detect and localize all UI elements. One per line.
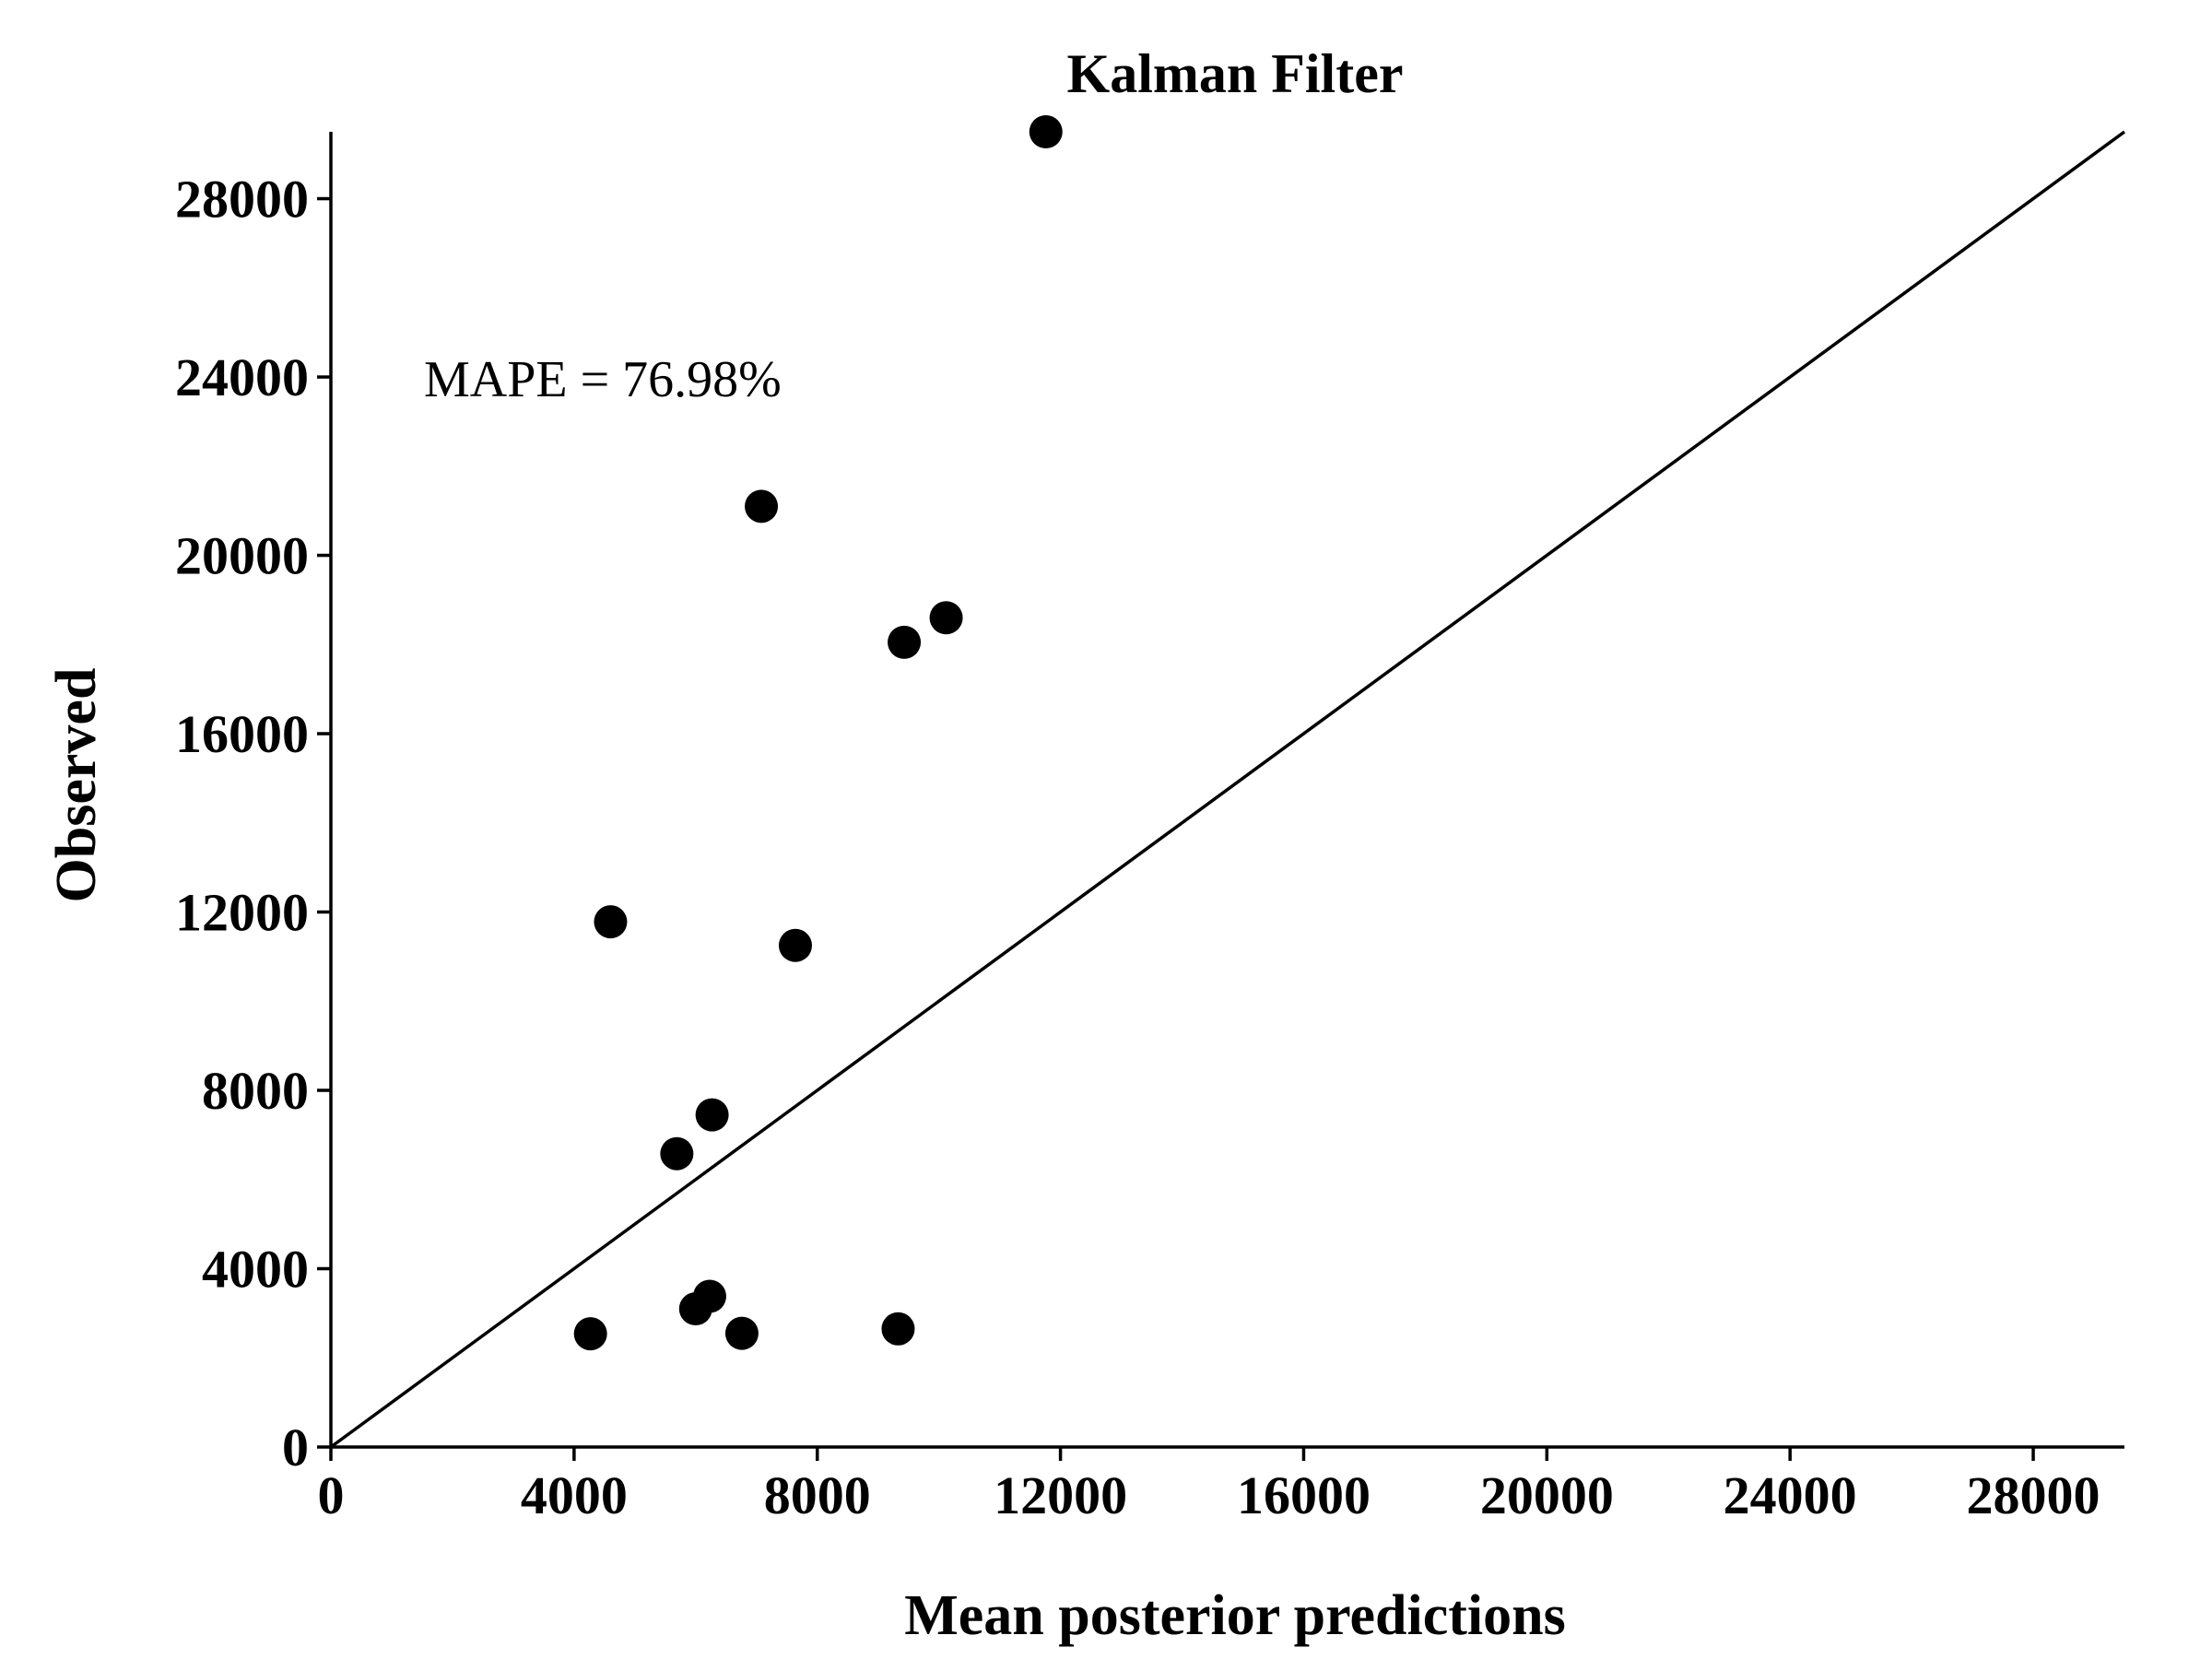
plot-area: 0 4000 8000 12000 16000 20000 24000 28000 0 4000 8… [175, 115, 2126, 1525]
y-tick-label-24000: 24000 [175, 347, 309, 407]
x-tick-label-12000: 12000 [994, 1465, 1127, 1525]
y-axis-label: Observed [45, 668, 108, 903]
x-tick-label-0: 0 [318, 1465, 345, 1525]
x-tick-label-20000: 20000 [1480, 1465, 1614, 1525]
y-tick-label-12000: 12000 [175, 883, 309, 943]
data-point-8 [660, 1136, 694, 1171]
x-tick-label-16000: 16000 [1237, 1465, 1371, 1525]
data-point-12 [724, 1316, 759, 1350]
y-tick-label-20000: 20000 [175, 526, 309, 586]
y-tick-label-28000: 28000 [175, 170, 309, 229]
identity-line [329, 130, 2126, 1449]
data-point-2 [745, 489, 779, 524]
x-tick-label-24000: 24000 [1724, 1465, 1857, 1525]
data-point-4 [888, 625, 922, 659]
x-tick-label-8000: 8000 [764, 1465, 871, 1525]
chart-title: Kalman Filter [1067, 43, 1404, 104]
y-tick-label-4000: 4000 [202, 1240, 309, 1300]
data-point-1 [1029, 115, 1063, 148]
x-tick-label-28000: 28000 [1967, 1465, 2100, 1525]
x-tick-label-4000: 4000 [521, 1465, 628, 1525]
data-point-11 [573, 1317, 607, 1351]
data-point-10 [678, 1292, 712, 1326]
data-point-13 [881, 1312, 915, 1346]
data-point-7 [695, 1098, 729, 1132]
data-point-3 [929, 601, 963, 635]
data-point-6 [778, 928, 812, 962]
mape-annotation: MAPE = 76.98% [424, 351, 782, 408]
y-tick-label-0: 0 [282, 1418, 309, 1477]
y-tick-label-8000: 8000 [202, 1061, 309, 1121]
y-tick-label-16000: 16000 [175, 704, 309, 764]
x-axis-label: Mean posterior predictions [904, 1584, 1566, 1647]
data-point-5 [594, 905, 628, 939]
